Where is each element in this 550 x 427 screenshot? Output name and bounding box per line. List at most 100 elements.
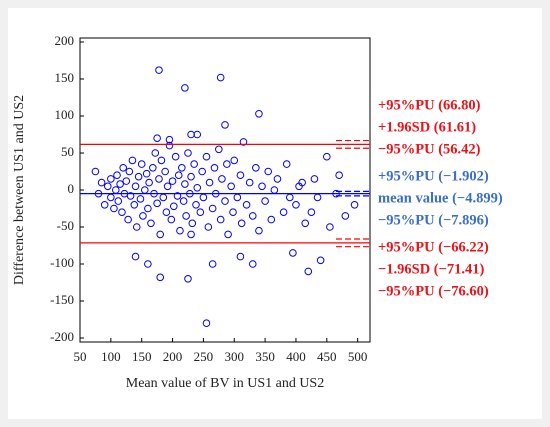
point (142, 169, 151, 178)
y-tick-label: -50 (57, 218, 74, 233)
point (173, 192, 182, 200)
point (132, 223, 141, 231)
point (124, 215, 132, 224)
point (335, 171, 343, 179)
point (153, 199, 161, 208)
point (230, 156, 239, 165)
x-tick-label: 450 (317, 349, 337, 364)
point (107, 175, 115, 183)
point (267, 215, 276, 224)
point (167, 215, 176, 224)
panel (8, 8, 542, 419)
point (292, 201, 300, 209)
point (100, 201, 109, 209)
point (168, 177, 177, 185)
point (326, 223, 334, 231)
point (182, 212, 190, 220)
point (304, 267, 313, 276)
y-tick-label: 100 (55, 107, 75, 122)
point (188, 219, 197, 228)
y-tick-label: -200 (50, 329, 74, 344)
point (128, 156, 137, 165)
point (341, 212, 350, 220)
point (282, 160, 291, 168)
y-tick-label: -150 (50, 292, 74, 307)
point (310, 175, 319, 183)
point (147, 219, 155, 228)
point (187, 230, 195, 239)
reference-label: +95%PU (−66.22) (378, 239, 489, 255)
point (156, 273, 165, 282)
point (237, 219, 246, 228)
point (227, 182, 235, 191)
x-tick-label: 500 (348, 349, 368, 364)
point (245, 178, 254, 187)
point (279, 208, 288, 216)
point (118, 208, 126, 216)
point (139, 212, 147, 220)
point (110, 204, 118, 213)
point (202, 319, 211, 328)
point (151, 149, 160, 157)
point (264, 167, 272, 176)
x-tick-label: 50 (74, 349, 87, 364)
point (208, 204, 217, 213)
y-tick-label: 200 (55, 33, 75, 48)
y-tick-label: 0 (68, 181, 75, 196)
point (144, 260, 152, 268)
point (184, 275, 192, 283)
point (190, 160, 198, 168)
point (295, 182, 303, 191)
y-axis-title: Difference between US1 and US2 (12, 95, 27, 285)
x-tick-label: 400 (286, 349, 306, 364)
reference-label: +1.96SD (61.61) (378, 119, 476, 135)
point (131, 182, 140, 191)
point (130, 201, 139, 209)
point (252, 164, 260, 172)
point (218, 175, 226, 183)
point (174, 171, 183, 179)
point (216, 215, 225, 224)
point (137, 160, 146, 168)
point (126, 192, 135, 200)
point (273, 175, 282, 183)
point (350, 201, 359, 209)
point (153, 134, 161, 142)
point (144, 204, 152, 213)
point (171, 152, 180, 161)
point (307, 208, 316, 216)
reference-label: +95%PU (−1.902) (378, 168, 489, 184)
point (181, 180, 189, 188)
point (134, 172, 143, 181)
point (215, 145, 223, 154)
point (131, 252, 140, 261)
point (91, 167, 100, 176)
reference-label: −95%PU (−76.60) (378, 283, 489, 299)
point (224, 230, 232, 239)
point (289, 249, 297, 257)
point (221, 121, 229, 129)
point (165, 141, 174, 150)
reference-label: −95%PU (56.42) (378, 141, 481, 157)
point (136, 195, 145, 203)
point (204, 223, 213, 231)
point (208, 260, 217, 268)
point (155, 175, 163, 183)
reference-label: mean value (−4.899) (378, 190, 503, 206)
point (255, 109, 263, 118)
x-tick-label: 300 (225, 349, 245, 364)
point (103, 182, 112, 191)
point (198, 167, 206, 176)
point (193, 183, 202, 192)
x-tick-label: 250 (194, 349, 214, 364)
x-tick-label: 100 (101, 349, 121, 364)
point (323, 152, 331, 161)
point (248, 212, 257, 220)
point (97, 178, 106, 187)
point (122, 177, 131, 185)
point (196, 208, 205, 216)
point (301, 219, 310, 228)
x-tick-label: 350 (255, 349, 275, 364)
point (116, 180, 124, 188)
